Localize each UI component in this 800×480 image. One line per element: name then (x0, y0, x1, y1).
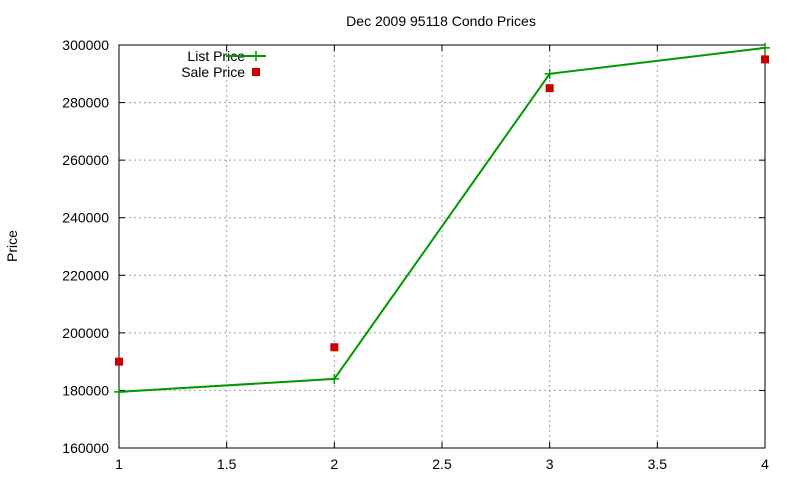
y-tick-label: 260000 (62, 152, 109, 168)
y-tick-label: 300000 (62, 37, 109, 53)
legend-label-list-price: List Price (187, 48, 245, 64)
sale-price-point (115, 357, 123, 366)
legend-label-sale-price: Sale Price (181, 64, 245, 80)
chart-title: Dec 2009 95118 Condo Prices (346, 13, 536, 29)
list-price-line (118, 46, 766, 393)
x-tick-label: 1.5 (217, 456, 237, 472)
x-tick-label: 1 (115, 456, 123, 472)
list-price-point (114, 386, 124, 397)
legend-marker-list-price (251, 51, 261, 61)
x-tick-label: 4 (761, 456, 769, 472)
y-tick-label: 220000 (62, 267, 109, 283)
sale-price-point (330, 343, 339, 352)
x-tick-label: 3.5 (648, 456, 668, 472)
x-tick-label: 2 (330, 456, 338, 472)
x-tick-label: 3 (546, 456, 554, 472)
axes: 1 1.5 2 2.5 3 3.5 4 160000 180000 200000 220000 240… (62, 37, 769, 472)
y-tick-label: 160000 (62, 440, 109, 456)
x-tick-label: 2.5 (432, 456, 452, 472)
series (114, 42, 770, 397)
y-tick-label: 240000 (62, 210, 109, 226)
y-tick-label: 280000 (62, 95, 109, 111)
list-price-point (544, 68, 555, 79)
grid (119, 45, 765, 448)
y-tick-label: 180000 (62, 382, 109, 398)
list-price-point (760, 42, 770, 53)
sale-price-point (545, 84, 554, 93)
y-axis-label: Price (4, 230, 20, 262)
list-price-point (329, 373, 340, 384)
y-tick-label: 200000 (62, 325, 109, 341)
legend-marker-sale-price (252, 68, 260, 76)
sale-price-point (761, 55, 769, 64)
